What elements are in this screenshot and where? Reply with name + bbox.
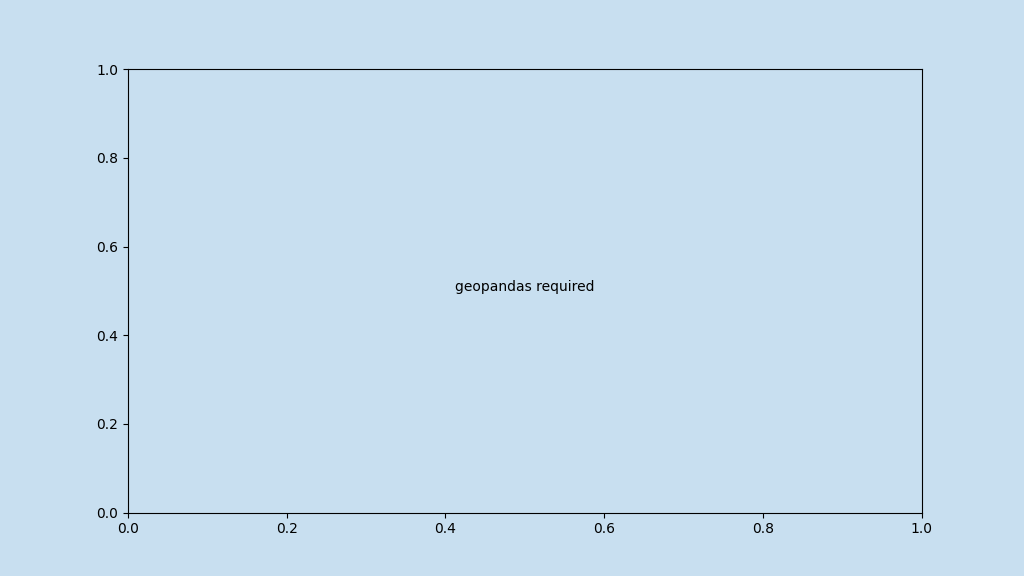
- Text: geopandas required: geopandas required: [455, 280, 595, 294]
